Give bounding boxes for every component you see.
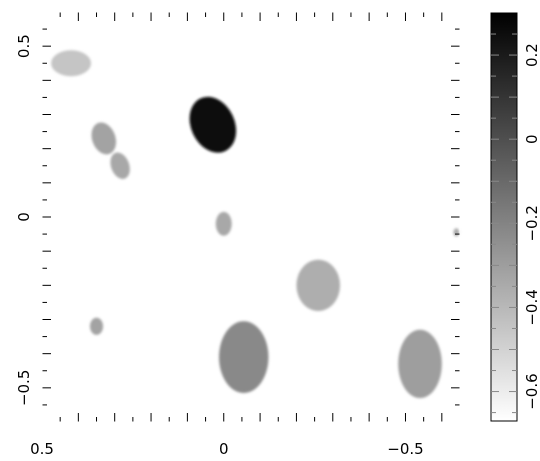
y-tick-label-2: −0.5 (15, 370, 33, 406)
colorbar-tick-label-0: 0.2 (523, 43, 540, 67)
plot-area: 0.5 0 −0.5 0.5 0 −0.5 (15, 11, 461, 458)
colorbar-gradient (490, 12, 518, 422)
blob-7 (89, 317, 104, 335)
plot-border (41, 11, 461, 423)
blob-4 (110, 152, 130, 179)
blob-2 (189, 96, 237, 153)
x-tick-label-1: 0 (219, 440, 229, 458)
blob-1 (51, 50, 92, 77)
colorbar-tick-label-1: 0 (523, 134, 540, 144)
blob-6 (296, 259, 341, 311)
y-tick-label-1: 0 (15, 212, 33, 222)
colorbar-tick-label-3: −0.4 (523, 289, 540, 325)
blob-8 (219, 321, 269, 393)
colorbar-tick-label-4: −0.6 (523, 373, 540, 409)
colorbar-ticks (491, 33, 517, 414)
colorbar-tick-label-2: −0.2 (523, 205, 540, 241)
heatmap-blobs (51, 50, 460, 399)
blob-5 (215, 211, 232, 236)
colorbar-tick-labels: 0.2 0 −0.2 −0.4 −0.6 (523, 43, 540, 410)
blob-9 (398, 329, 442, 399)
y-tick-labels: 0.5 0 −0.5 (15, 34, 33, 406)
y-tick-label-0: 0.5 (15, 34, 33, 58)
colorbar: 0.2 0 −0.2 −0.4 −0.6 (490, 12, 540, 422)
plot-ticks (41, 11, 461, 423)
blob-3 (91, 122, 117, 155)
blob-10 (453, 228, 460, 237)
x-tick-labels: 0.5 0 −0.5 (30, 440, 424, 458)
x-tick-label-2: −0.5 (387, 440, 423, 458)
x-tick-label-0: 0.5 (30, 440, 54, 458)
